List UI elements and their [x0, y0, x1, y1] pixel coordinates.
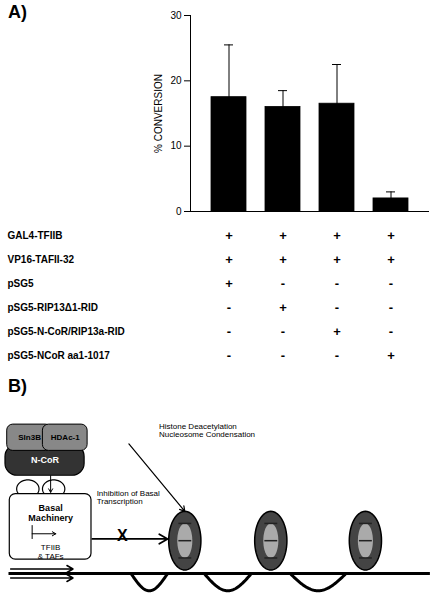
svg-text:N-CoR: N-CoR — [31, 455, 59, 465]
svg-text:-: - — [227, 324, 231, 339]
svg-text:pSG5: pSG5 — [8, 278, 35, 289]
svg-text:0: 0 — [176, 206, 182, 215]
svg-text:TFIIB: TFIIB — [40, 543, 61, 553]
svg-text:30: 30 — [170, 10, 182, 21]
svg-text:10: 10 — [170, 140, 182, 151]
svg-text:pSG5-RIP13Δ1-RID: pSG5-RIP13Δ1-RID — [8, 302, 99, 313]
svg-text:-: - — [281, 348, 285, 363]
svg-text:GAL4-TFIIB: GAL4-TFIIB — [8, 230, 63, 241]
svg-text:HDAc-1: HDAc-1 — [51, 433, 80, 442]
svg-text:X: X — [117, 527, 128, 544]
svg-text:+: + — [279, 300, 287, 315]
svg-text:pSG5-NCoR aa1-1017: pSG5-NCoR aa1-1017 — [8, 350, 111, 361]
svg-text:+: + — [279, 252, 287, 267]
svg-text:+: + — [387, 252, 395, 267]
svg-text:+: + — [333, 324, 341, 339]
svg-text:-: - — [335, 300, 339, 315]
svg-text:-: - — [335, 276, 339, 291]
svg-text:+: + — [279, 228, 287, 243]
svg-text:% CONVERSION: % CONVERSION — [153, 74, 164, 153]
svg-text:-: - — [281, 276, 285, 291]
svg-text:20: 20 — [170, 75, 182, 86]
svg-text:-: - — [227, 348, 231, 363]
svg-text:pSG5-N-CoR/RIP13a-RID: pSG5-N-CoR/RIP13a-RID — [8, 326, 125, 337]
svg-text:-: - — [227, 300, 231, 315]
svg-text:+: + — [333, 228, 341, 243]
svg-text:-: - — [389, 276, 393, 291]
svg-text:+: + — [387, 348, 395, 363]
svg-text:& TAFs: & TAFs — [38, 552, 64, 561]
svg-text:+: + — [387, 228, 395, 243]
svg-text:Basal: Basal — [39, 503, 63, 513]
svg-text:VP16-TAFII-32: VP16-TAFII-32 — [8, 254, 75, 265]
svg-text:-: - — [335, 348, 339, 363]
svg-text:-: - — [389, 300, 393, 315]
svg-text:-: - — [389, 324, 393, 339]
svg-text:Machinery: Machinery — [28, 513, 73, 523]
html-text:A): A) — [8, 2, 27, 22]
svg-text:+: + — [333, 252, 341, 267]
svg-text:-: - — [281, 324, 285, 339]
svg-text:SIn3B: SIn3B — [18, 433, 41, 442]
svg-text:Inhibition of BasalTranscripti: Inhibition of BasalTranscription — [97, 489, 160, 506]
svg-text:+: + — [225, 252, 233, 267]
svg-text:+: + — [225, 228, 233, 243]
svg-text:+: + — [225, 276, 233, 291]
svg-text:Histone DeacetylationNucleosom: Histone DeacetylationNucleosome Condensa… — [159, 422, 255, 439]
html-text:B): B) — [8, 376, 27, 396]
